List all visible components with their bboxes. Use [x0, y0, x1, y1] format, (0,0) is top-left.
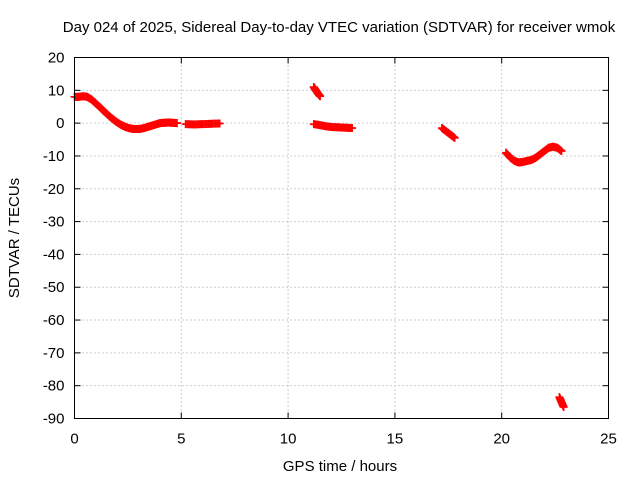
- y-tick-label: -60: [43, 312, 65, 329]
- x-tick-label: 5: [177, 431, 185, 448]
- y-tick-label: 0: [56, 115, 64, 132]
- x-tick-label: 15: [387, 431, 404, 448]
- y-axis-ticks: 20 10 0 -10 -20 -30 -40 -50 -60 -70 -80 -90: [43, 50, 609, 428]
- y-tick-label: 10: [48, 82, 65, 99]
- x-tick-label: 0: [70, 431, 78, 448]
- y-tick-label: -20: [43, 181, 65, 198]
- data-point: [348, 124, 357, 133]
- data-points: [70, 83, 568, 412]
- gridlines: [74, 57, 609, 419]
- chart-title: Day 024 of 2025, Sidereal Day-to-day VTE…: [63, 19, 616, 36]
- x-tick-label: 20: [493, 431, 510, 448]
- y-tick-label: -50: [43, 279, 65, 296]
- y-axis-label: SDTVAR / TECUs: [6, 178, 23, 298]
- data-point: [215, 119, 224, 128]
- y-tick-label: -40: [43, 246, 65, 263]
- data-point: [316, 92, 325, 101]
- y-tick-label: -30: [43, 214, 65, 231]
- x-axis-ticks: 0 5 10 15 20 25: [70, 57, 617, 448]
- data-point: [557, 147, 566, 156]
- y-tick-label: -80: [43, 378, 65, 395]
- x-tick-label: 10: [280, 431, 297, 448]
- data-point: [450, 133, 459, 142]
- y-tick-label: -90: [43, 411, 65, 428]
- data-point: [173, 119, 182, 128]
- y-tick-label: 20: [48, 50, 65, 67]
- data-point: [559, 403, 568, 412]
- x-tick-label: 25: [600, 431, 617, 448]
- y-tick-label: -70: [43, 345, 65, 362]
- plot-frame: [74, 57, 609, 419]
- x-axis-label: GPS time / hours: [283, 458, 397, 475]
- y-tick-label: -10: [43, 148, 65, 165]
